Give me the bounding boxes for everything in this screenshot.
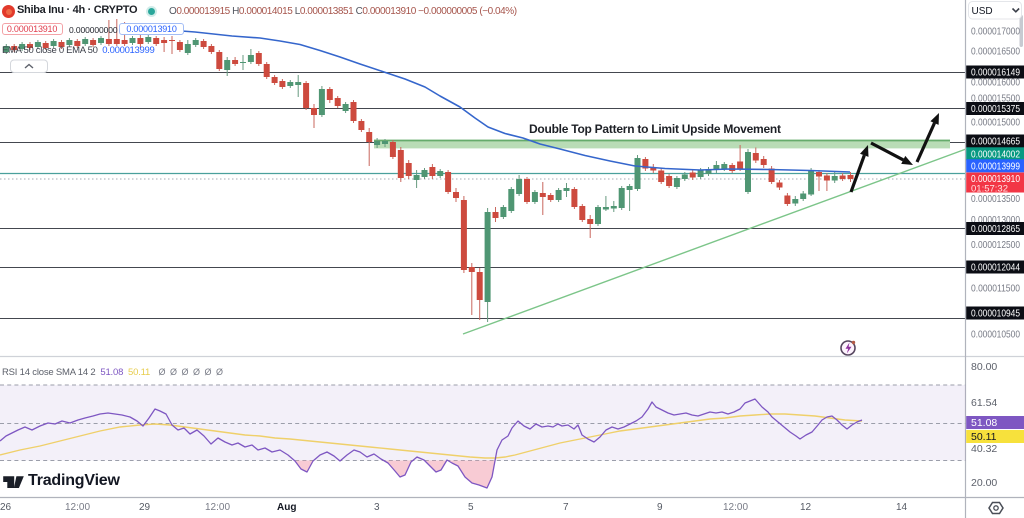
svg-text:40.32: 40.32	[971, 443, 997, 455]
svg-text:0.000012044: 0.000012044	[971, 262, 1020, 274]
svg-text:80.00: 80.00	[971, 361, 997, 373]
svg-text:0.000013500: 0.000013500	[971, 193, 1020, 205]
svg-text:USD: USD	[972, 6, 993, 17]
svg-text:0.000010500: 0.000010500	[971, 329, 1020, 341]
svg-text:0.000015000: 0.000015000	[971, 117, 1020, 129]
svg-text:0.000013999: 0.000013999	[971, 160, 1020, 172]
svg-text:20.00: 20.00	[971, 477, 997, 489]
svg-text:50.11: 50.11	[971, 431, 997, 443]
svg-text:0.000016500: 0.000016500	[971, 46, 1020, 58]
svg-text:0.000015500: 0.000015500	[971, 93, 1020, 105]
svg-text:0.000016149: 0.000016149	[971, 67, 1020, 79]
svg-text:0.000012865: 0.000012865	[971, 223, 1020, 235]
svg-text:0.000014002: 0.000014002	[971, 148, 1020, 160]
svg-text:0.000013910: 0.000013910	[971, 173, 1020, 185]
svg-text:0.000015375: 0.000015375	[971, 103, 1020, 115]
svg-text:51.08: 51.08	[971, 417, 997, 429]
svg-text:0.000011500: 0.000011500	[971, 283, 1020, 295]
svg-text:0.000016000: 0.000016000	[971, 77, 1020, 89]
svg-text:61.54: 61.54	[971, 397, 997, 409]
svg-text:0.000014665: 0.000014665	[971, 136, 1020, 148]
svg-text:0.000010945: 0.000010945	[971, 308, 1020, 320]
svg-text:01:57:32: 01:57:32	[971, 184, 1008, 195]
svg-text:0.000012500: 0.000012500	[971, 239, 1020, 251]
svg-text:0.000017000: 0.000017000	[971, 26, 1020, 38]
